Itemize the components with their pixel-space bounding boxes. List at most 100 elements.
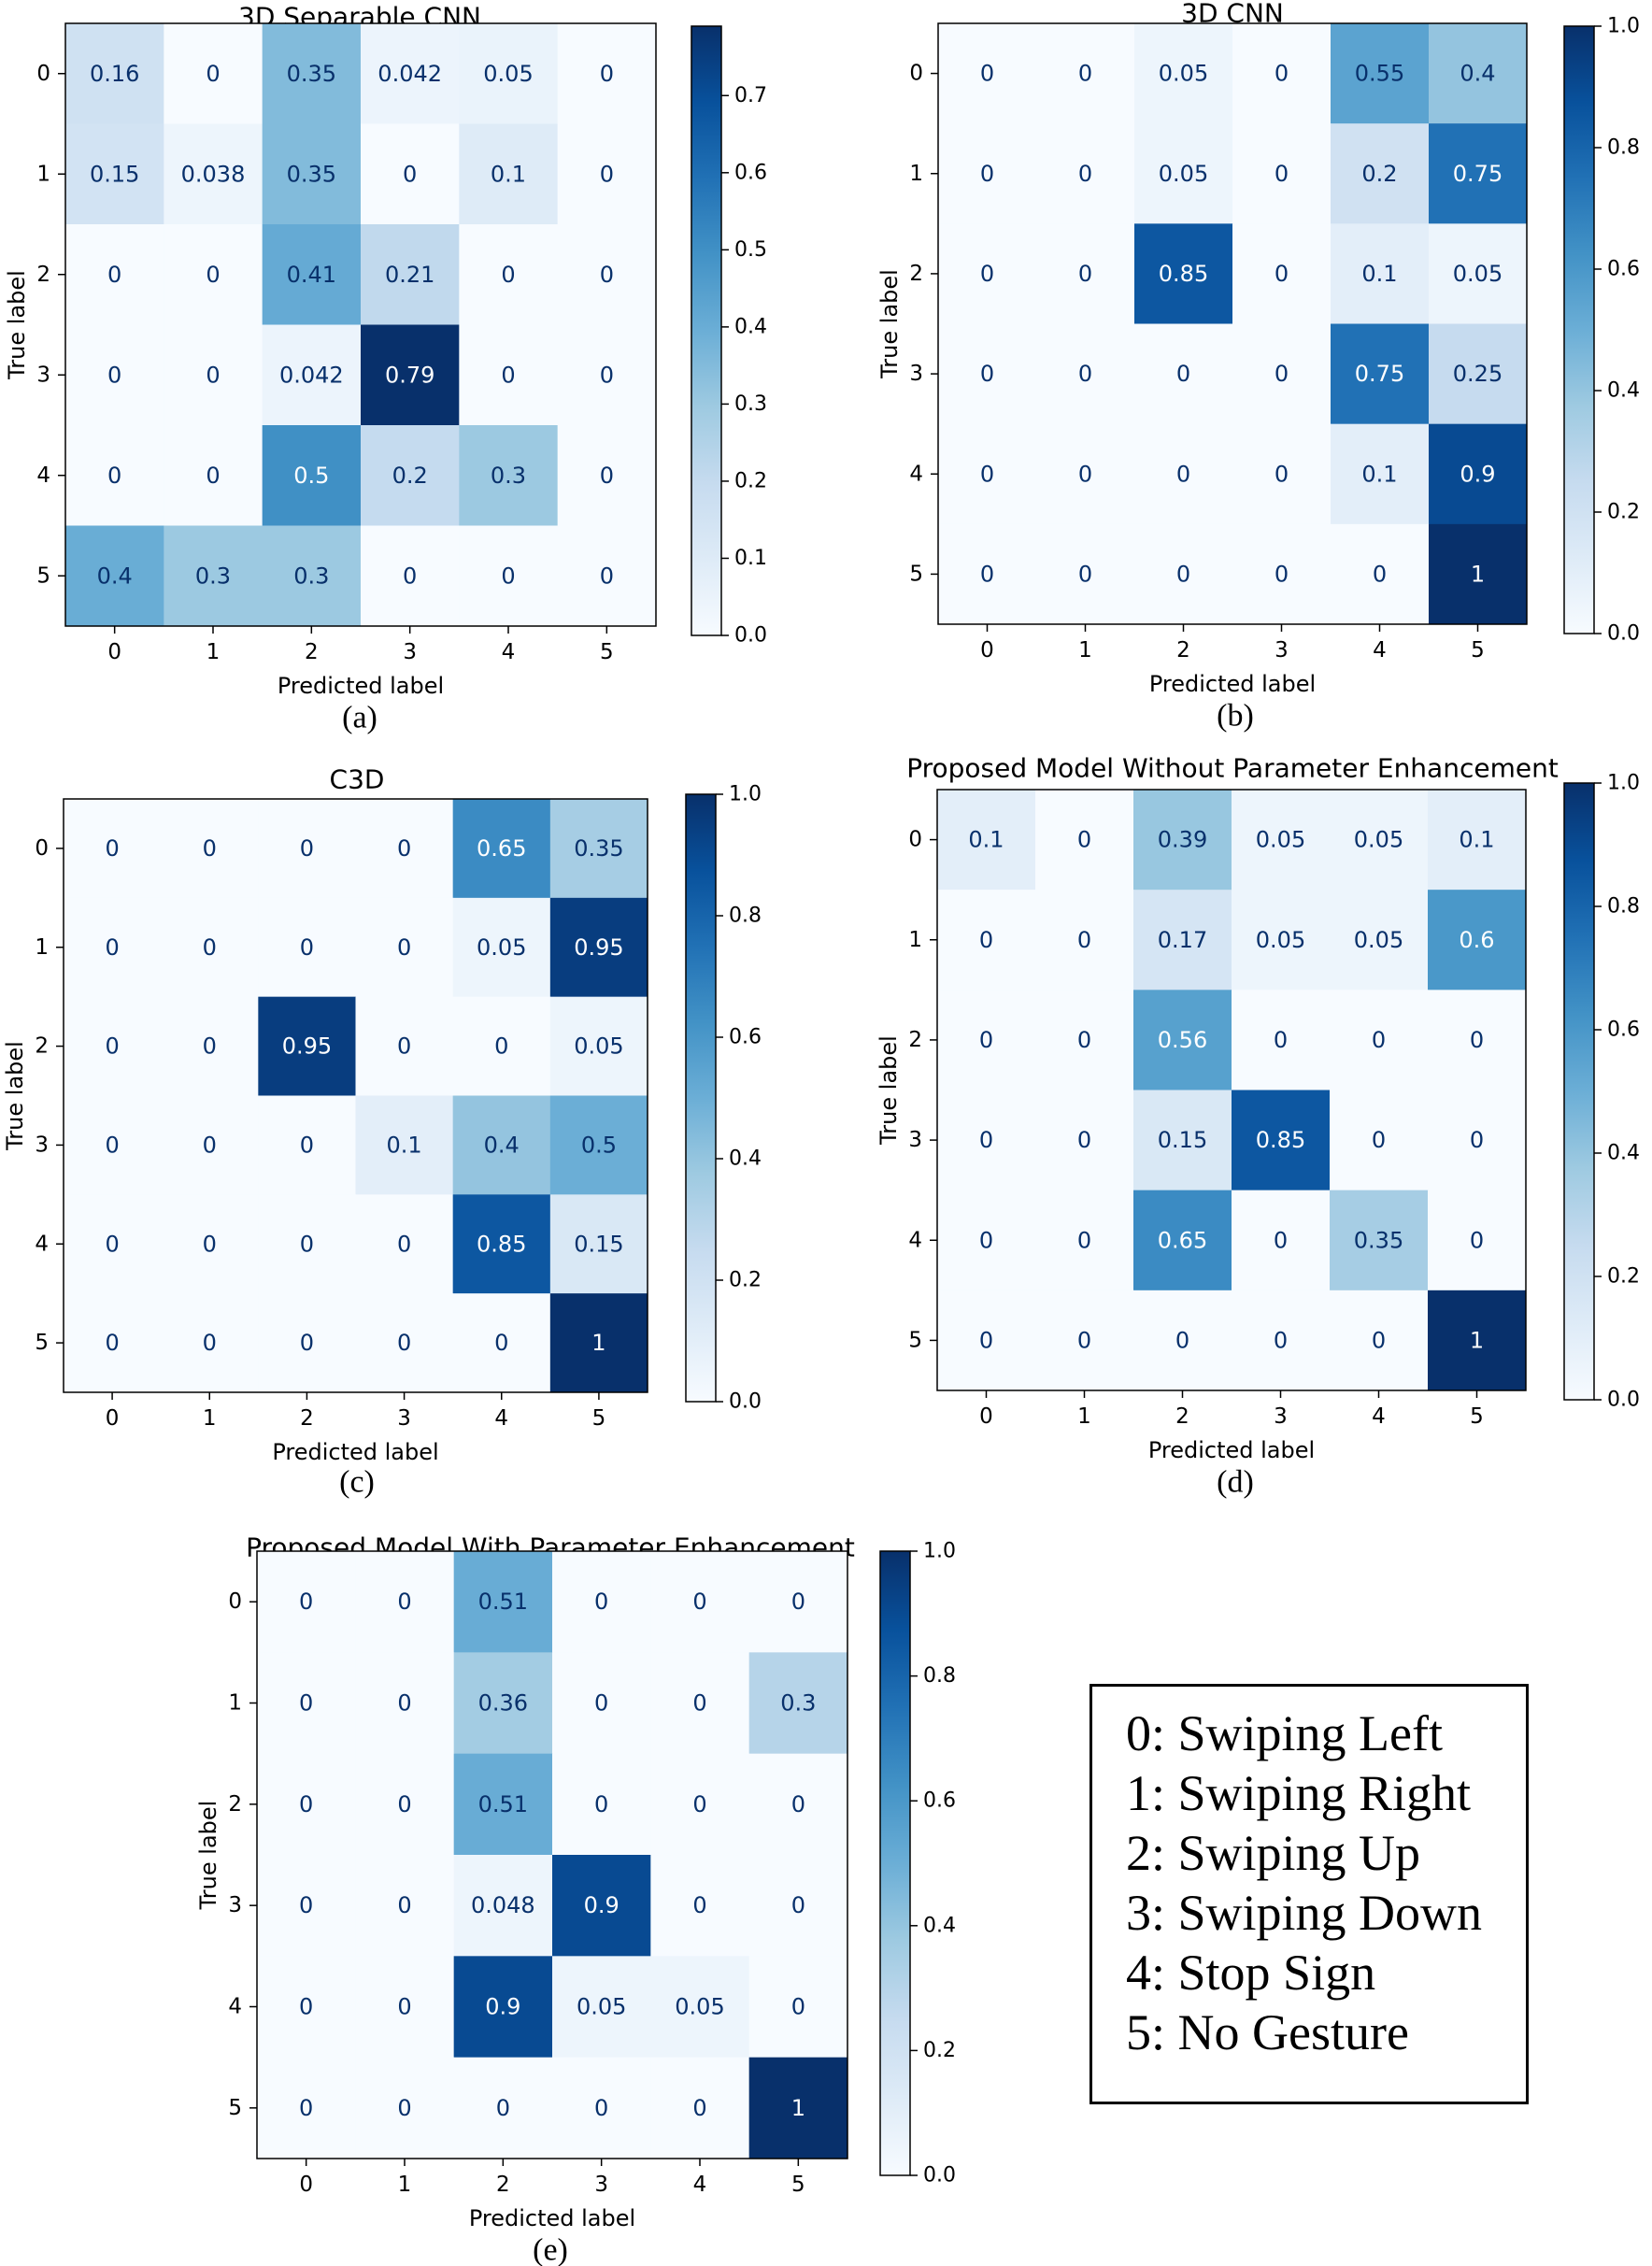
cell-value-label: 0.1 bbox=[1361, 261, 1397, 287]
heatmap-cell bbox=[938, 23, 1037, 124]
plot-frame bbox=[63, 798, 648, 1393]
colorbar-tick-label: 0.2 bbox=[734, 469, 767, 492]
cell-value-label: 0.75 bbox=[1453, 161, 1502, 187]
heatmap-cell bbox=[1134, 23, 1233, 124]
heatmap-cell bbox=[552, 1551, 651, 1653]
cell-value-label: 0 bbox=[206, 463, 220, 489]
y-axis-label: True label bbox=[195, 1801, 221, 1911]
cell-value-label: 1 bbox=[591, 1330, 605, 1356]
x-tick-label: 5 bbox=[1471, 638, 1485, 663]
legend-item: 4: Stop Sign bbox=[1126, 1945, 1376, 2001]
heatmap-cell bbox=[257, 1753, 356, 1856]
cell-value-label: 0 bbox=[1078, 61, 1092, 87]
heatmap-cell bbox=[452, 1194, 551, 1294]
cell-value-label: 0 bbox=[203, 835, 217, 862]
heatmap-cell bbox=[453, 1855, 553, 1957]
heatmap-cell bbox=[1232, 223, 1332, 324]
cell-value-label: 0.5 bbox=[293, 463, 329, 489]
colorbar-tick-label: 0.6 bbox=[1607, 258, 1640, 281]
heatmap-cell bbox=[453, 1652, 553, 1755]
heatmap-cell bbox=[1035, 1190, 1134, 1291]
cell-value-label: 0.65 bbox=[1158, 1227, 1207, 1253]
cell-value-label: 0 bbox=[600, 563, 614, 589]
cell-value-label: 0 bbox=[791, 1994, 805, 2020]
x-tick-label: 5 bbox=[791, 2173, 805, 2197]
legend-item: 1: Swiping Right bbox=[1126, 1765, 1472, 1821]
heatmap-cell bbox=[453, 1551, 553, 1653]
heatmap-cell bbox=[64, 996, 162, 1096]
heatmap-cell bbox=[65, 224, 164, 325]
colorbar-tick-label: 0.8 bbox=[923, 1664, 956, 1688]
cell-value-label: 0 bbox=[397, 1231, 411, 1257]
colorbar-tick-label: 0.0 bbox=[729, 1390, 762, 1414]
heatmap-cell bbox=[164, 23, 263, 124]
cell-value-label: 0 bbox=[300, 1231, 314, 1257]
x-tick-label: 3 bbox=[403, 640, 417, 664]
heatmap-cell bbox=[650, 1855, 750, 1957]
colorbar-tick-label: 0.0 bbox=[734, 624, 767, 648]
heatmap-cell bbox=[650, 1652, 750, 1755]
x-axis-label: Predicted label bbox=[1148, 1437, 1315, 1463]
cell-value-label: 0.9 bbox=[1460, 461, 1495, 487]
heatmap-cell bbox=[1232, 423, 1332, 525]
cell-value-label: 0.15 bbox=[1158, 1127, 1207, 1153]
x-tick-label: 3 bbox=[1275, 638, 1289, 663]
cell-value-label: 0.21 bbox=[385, 262, 434, 288]
y-tick-label: 3 bbox=[35, 1133, 49, 1157]
heatmap-cell bbox=[459, 224, 559, 325]
cell-value-label: 0.16 bbox=[90, 61, 139, 87]
cell-value-label: 0.51 bbox=[478, 1791, 528, 1817]
heatmap-cell bbox=[937, 890, 1036, 990]
cell-value-label: 0 bbox=[105, 1033, 119, 1060]
heatmap-cell bbox=[452, 1095, 551, 1195]
heatmap-cell bbox=[258, 1095, 356, 1195]
cell-value-label: 0.9 bbox=[584, 1892, 620, 1918]
heatmap-cell bbox=[355, 1753, 455, 1856]
cell-value-label: 0.56 bbox=[1158, 1027, 1207, 1053]
cell-value-label: 0 bbox=[105, 1330, 119, 1356]
heatmap-cell bbox=[748, 2057, 848, 2159]
colorbar-tick-label: 0.2 bbox=[923, 2039, 956, 2062]
heatmap-cell bbox=[257, 1855, 356, 1957]
x-tick-label: 5 bbox=[1470, 1404, 1484, 1429]
cell-value-label: 0.4 bbox=[97, 563, 133, 589]
cell-value-label: 0 bbox=[1275, 61, 1289, 87]
heatmap-cell bbox=[452, 897, 551, 998]
heatmap-cell bbox=[1232, 1290, 1331, 1391]
heatmap-cell bbox=[1232, 1190, 1331, 1291]
cell-value-label: 0.05 bbox=[1159, 161, 1208, 187]
colorbar bbox=[691, 25, 722, 636]
chart-title: C3D bbox=[330, 764, 385, 795]
heatmap-cell bbox=[355, 2057, 455, 2159]
cell-value-label: 0 bbox=[300, 934, 314, 961]
cell-value-label: 0 bbox=[300, 835, 314, 862]
heatmap-cell bbox=[1428, 1290, 1527, 1391]
colorbar-tick-label: 1.0 bbox=[729, 783, 762, 806]
heatmap-cell bbox=[262, 123, 362, 225]
cell-value-label: 0 bbox=[1176, 361, 1190, 387]
cell-value-label: 0 bbox=[501, 362, 515, 388]
cell-value-label: 0 bbox=[980, 161, 994, 187]
heatmap-cell bbox=[452, 799, 551, 899]
heatmap-cell bbox=[1330, 1090, 1429, 1191]
heatmap-cell bbox=[1429, 423, 1528, 525]
heatmap-cell bbox=[65, 525, 164, 627]
heatmap-cell bbox=[1134, 323, 1233, 425]
cell-value-label: 0 bbox=[980, 461, 994, 487]
heatmap-cell bbox=[557, 324, 657, 426]
cell-value-label: 0 bbox=[203, 1330, 217, 1356]
cell-value-label: 0 bbox=[1077, 1127, 1091, 1153]
heatmap-cell bbox=[1331, 123, 1430, 224]
legend-item: 3: Swiping Down bbox=[1126, 1885, 1483, 1941]
heatmap-cell bbox=[164, 525, 263, 627]
heatmap-cell bbox=[65, 123, 164, 225]
x-axis-label: Predicted label bbox=[469, 2205, 635, 2231]
heatmap-cell bbox=[552, 1855, 651, 1957]
heatmap-cell bbox=[1232, 23, 1332, 124]
cell-value-label: 0.1 bbox=[1459, 827, 1494, 853]
x-axis-label: Predicted label bbox=[278, 673, 444, 699]
cell-value-label: 0 bbox=[299, 1994, 313, 2020]
colorbar-tick-label: 0.4 bbox=[923, 1914, 956, 1937]
x-tick-label: 4 bbox=[1373, 638, 1387, 663]
heatmap-cell bbox=[552, 2057, 651, 2159]
